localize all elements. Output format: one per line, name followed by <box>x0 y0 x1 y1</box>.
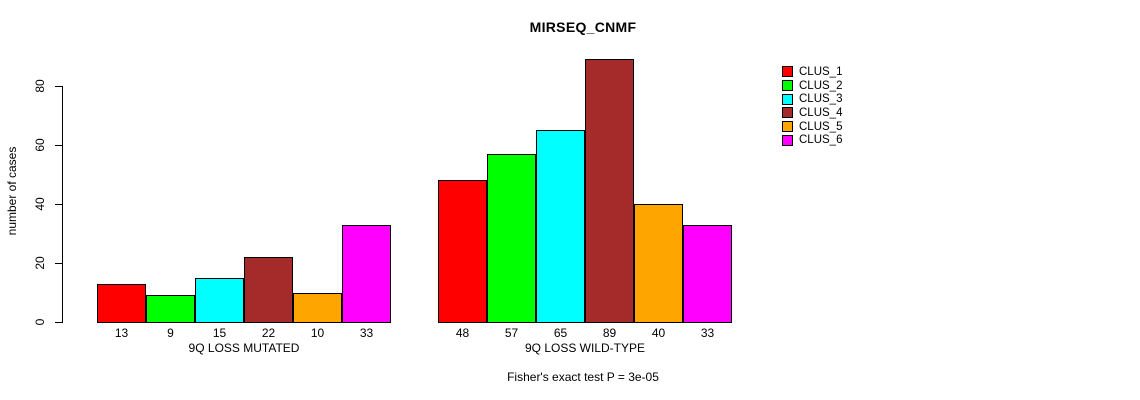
bar-value-label: 15 <box>212 326 227 340</box>
bar-clus_6-group2 <box>683 224 732 323</box>
bar-clus_3-group1 <box>195 277 244 323</box>
y-tick-label: 40 <box>33 197 47 211</box>
bar-value-label: 33 <box>359 326 374 340</box>
y-tick-label: 80 <box>33 79 47 93</box>
y-tick <box>55 263 62 264</box>
fisher-test-note: Fisher's exact test P = 3e-05 <box>507 370 659 384</box>
legend-label: CLUS_1 <box>799 65 843 78</box>
legend-label: CLUS_5 <box>799 120 843 133</box>
bar-clus_5-group1 <box>293 292 342 323</box>
group-label: 9Q LOSS WILD-TYPE <box>524 341 646 355</box>
legend-item-clus_6: CLUS_6 <box>782 133 842 147</box>
legend-swatch <box>782 93 793 105</box>
legend-item-clus_5: CLUS_5 <box>782 120 842 134</box>
legend-swatch <box>782 107 793 119</box>
y-tick <box>55 145 62 146</box>
bar-clus_4-group2 <box>585 59 634 323</box>
bar-clus_6-group1 <box>342 224 391 323</box>
bar-value-label: 22 <box>261 326 276 340</box>
bar-value-label: 48 <box>455 326 470 340</box>
legend-swatch <box>782 134 793 146</box>
bar-clus_3-group2 <box>536 130 585 323</box>
bar-value-label: 65 <box>553 326 568 340</box>
bar-value-label: 40 <box>651 326 666 340</box>
y-tick <box>55 86 62 87</box>
legend: CLUS_1 CLUS_2 CLUS_3 CLUS_4 CLUS_5 CLUS_6 <box>782 65 842 147</box>
bar-clus_5-group2 <box>634 204 683 323</box>
group-label: 9Q LOSS MUTATED <box>188 341 300 355</box>
legend-item-clus_3: CLUS_3 <box>782 92 842 106</box>
bar-value-label: 57 <box>504 326 519 340</box>
legend-swatch <box>782 80 793 92</box>
bar-clus_1-group2 <box>438 180 487 323</box>
bar-value-label: 89 <box>602 326 617 340</box>
legend-label: CLUS_2 <box>799 79 843 92</box>
legend-swatch <box>782 66 793 78</box>
legend-label: CLUS_6 <box>799 134 843 147</box>
y-axis-line <box>62 86 63 323</box>
y-tick-label: 20 <box>33 256 47 270</box>
legend-label: CLUS_3 <box>799 93 843 106</box>
legend-item-clus_1: CLUS_1 <box>782 65 842 79</box>
bar-value-label: 9 <box>167 326 174 340</box>
bar-clus_2-group1 <box>146 295 195 323</box>
legend-label: CLUS_4 <box>799 106 843 119</box>
bar-value-label: 10 <box>310 326 325 340</box>
bar-clus_1-group1 <box>97 283 146 323</box>
bar-clus_2-group2 <box>487 153 536 323</box>
legend-item-clus_4: CLUS_4 <box>782 106 842 120</box>
bar-clus_4-group1 <box>244 257 293 323</box>
y-tick-label: 0 <box>33 318 47 326</box>
y-axis-label: number of cases <box>5 146 19 236</box>
y-tick-label: 60 <box>33 138 47 152</box>
legend-item-clus_2: CLUS_2 <box>782 79 842 93</box>
chart-title: MIRSEQ_CNMF <box>529 19 637 35</box>
bar-value-label: 13 <box>114 326 129 340</box>
legend-swatch <box>782 121 793 133</box>
y-tick <box>55 322 62 323</box>
y-tick <box>55 204 62 205</box>
bar-value-label: 33 <box>700 326 715 340</box>
